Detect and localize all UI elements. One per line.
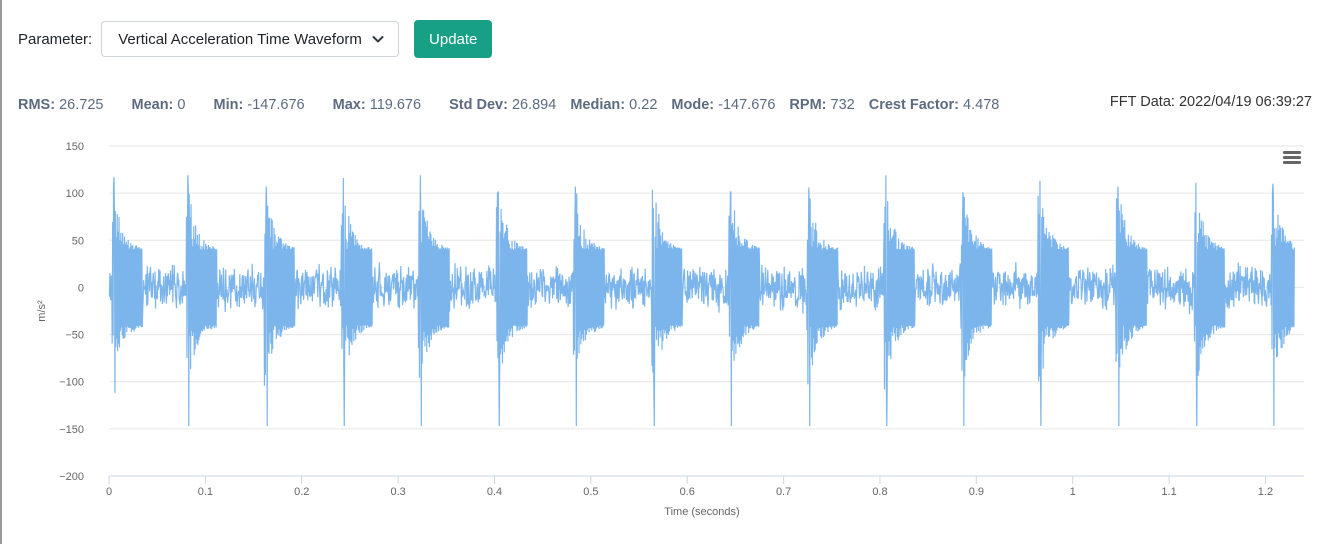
waveform-series-line	[108, 175, 1295, 427]
stats-bar: RMS: 26.725 Mean: 0 Min: -147.676 Max: 1…	[18, 97, 1009, 113]
x-tick-label: 1	[1070, 486, 1076, 498]
stat-median: Median: 0.22	[570, 97, 657, 113]
x-tick-label: 1.2	[1258, 486, 1273, 498]
stat-value: 0	[177, 97, 186, 113]
stat-max: Max: 119.676	[333, 97, 421, 113]
stat-value: -147.676	[247, 97, 305, 113]
stat-rpm: RPM: 732	[789, 97, 854, 113]
stat-value: 0.22	[629, 97, 658, 113]
stat-crest-factor: Crest Factor: 4.478	[869, 97, 1000, 113]
stat-label: RMS:	[18, 97, 56, 113]
y-tick-label: 100	[66, 188, 84, 200]
stat-label: Max:	[332, 97, 366, 113]
y-tick-label: −200	[59, 471, 84, 483]
x-tick-label: 0.5	[583, 486, 598, 498]
hamburger-menu-icon[interactable]	[1283, 151, 1301, 165]
x-tick-label: 0.6	[680, 486, 695, 498]
x-tick-label: 0.4	[487, 486, 502, 498]
parameter-label: Parameter:	[18, 30, 93, 48]
stat-value: 4.478	[963, 97, 1000, 113]
y-tick-label: 50	[72, 235, 84, 247]
x-tick-label: 0.9	[969, 486, 984, 498]
menu-bar	[1283, 161, 1301, 164]
menu-bar	[1283, 156, 1301, 159]
stat-label: Crest Factor:	[868, 97, 959, 113]
x-tick-label: 0.2	[294, 486, 309, 498]
x-tick-label: 0.8	[872, 486, 887, 498]
x-tick-label: 1.1	[1161, 486, 1176, 498]
stat-label: Median:	[570, 97, 626, 113]
x-tick-label: 0.3	[390, 486, 405, 498]
x-tick-label: 0	[106, 486, 112, 498]
waveform-chart: 150 100 50 0 −50 −100 −150 −200 0 0.1 0.2 0.3 0.4 0.5…	[36, 141, 1304, 518]
x-tick-label: 0.7	[776, 486, 791, 498]
stat-label: Mode:	[671, 97, 715, 113]
stat-std-dev: Std Dev: 26.894	[449, 97, 556, 113]
stat-value: 119.676	[369, 97, 422, 113]
y-tick-label: 0	[78, 282, 84, 294]
parameter-controls: Parameter: Vertical Acceleration Time Wa…	[18, 20, 493, 58]
fft-data-timestamp: FFT Data: 2022/04/19 06:39:27	[1109, 94, 1312, 110]
stat-value: 26.725	[59, 97, 104, 113]
x-tick-label: 0.1	[198, 486, 213, 498]
stat-label: Std Dev:	[449, 97, 508, 113]
x-axis-title: Time (seconds)	[664, 506, 739, 518]
stat-value: 26.894	[511, 97, 557, 113]
stat-mode: Mode: -147.676	[671, 97, 775, 113]
y-tick-label: −50	[65, 330, 84, 342]
stat-rms: RMS: 26.725	[18, 97, 103, 113]
stat-min: Min: -147.676	[214, 97, 305, 113]
y-axis-title: m/s²	[36, 300, 48, 322]
update-button[interactable]: Update	[414, 20, 493, 58]
stat-label: Min:	[213, 97, 244, 113]
menu-bar	[1283, 151, 1301, 154]
stat-label: RPM:	[789, 97, 827, 113]
stat-value: 732	[830, 97, 855, 113]
stat-value: -147.676	[718, 97, 776, 113]
parameter-select[interactable]: Vertical Acceleration Time Waveform	[101, 21, 400, 57]
stat-label: Mean:	[131, 97, 174, 113]
y-tick-label: −100	[59, 377, 84, 389]
parameter-select-value: Vertical Acceleration Time Waveform	[118, 30, 362, 48]
y-tick-label: −150	[59, 424, 84, 436]
y-tick-label: 150	[66, 141, 84, 153]
chevron-down-icon	[372, 36, 384, 43]
stat-mean: Mean: 0	[131, 97, 185, 113]
